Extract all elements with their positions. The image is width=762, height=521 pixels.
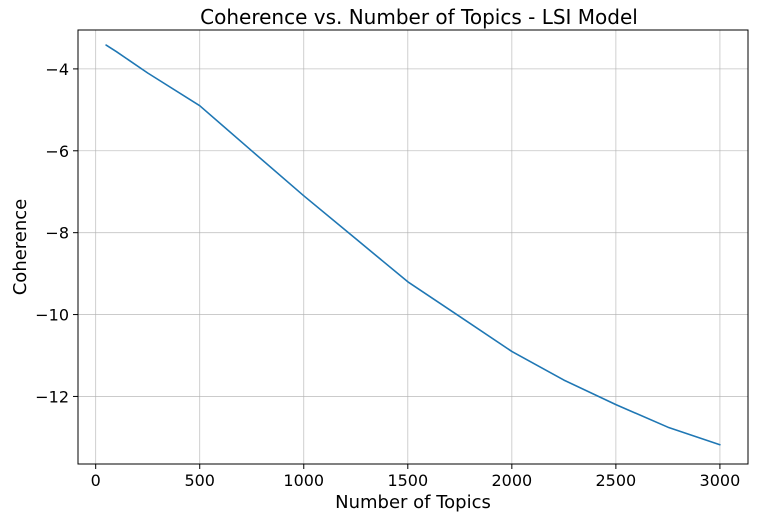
x-tick-label: 1000	[283, 471, 324, 490]
x-axis-ticks: 0 500 1000 1500 2000 2500 3000	[91, 464, 741, 490]
x-tick-label: 2000	[491, 471, 532, 490]
y-axis-ticks: −4 −6 −8 −10 −12	[35, 60, 78, 406]
y-tick-label: −12	[35, 387, 69, 406]
series-layer	[105, 44, 721, 446]
y-tick-label: −10	[35, 306, 69, 325]
x-tick-label: 3000	[700, 471, 741, 490]
series-line	[105, 44, 721, 446]
x-tick-label: 500	[184, 471, 215, 490]
y-tick-label: −4	[45, 60, 69, 79]
plot-frame	[77, 29, 749, 465]
x-axis-label: Number of Topics	[335, 492, 491, 513]
chart-title: Coherence vs. Number of Topics - LSI Mod…	[200, 5, 638, 29]
y-axis-label: Coherence	[10, 199, 31, 296]
y-tick-label: −6	[45, 142, 69, 161]
x-tick-label: 0	[91, 471, 101, 490]
y-tick-label: −8	[45, 224, 69, 243]
grid-lines	[78, 30, 748, 464]
x-tick-label: 1500	[387, 471, 428, 490]
x-tick-label: 2500	[596, 471, 637, 490]
